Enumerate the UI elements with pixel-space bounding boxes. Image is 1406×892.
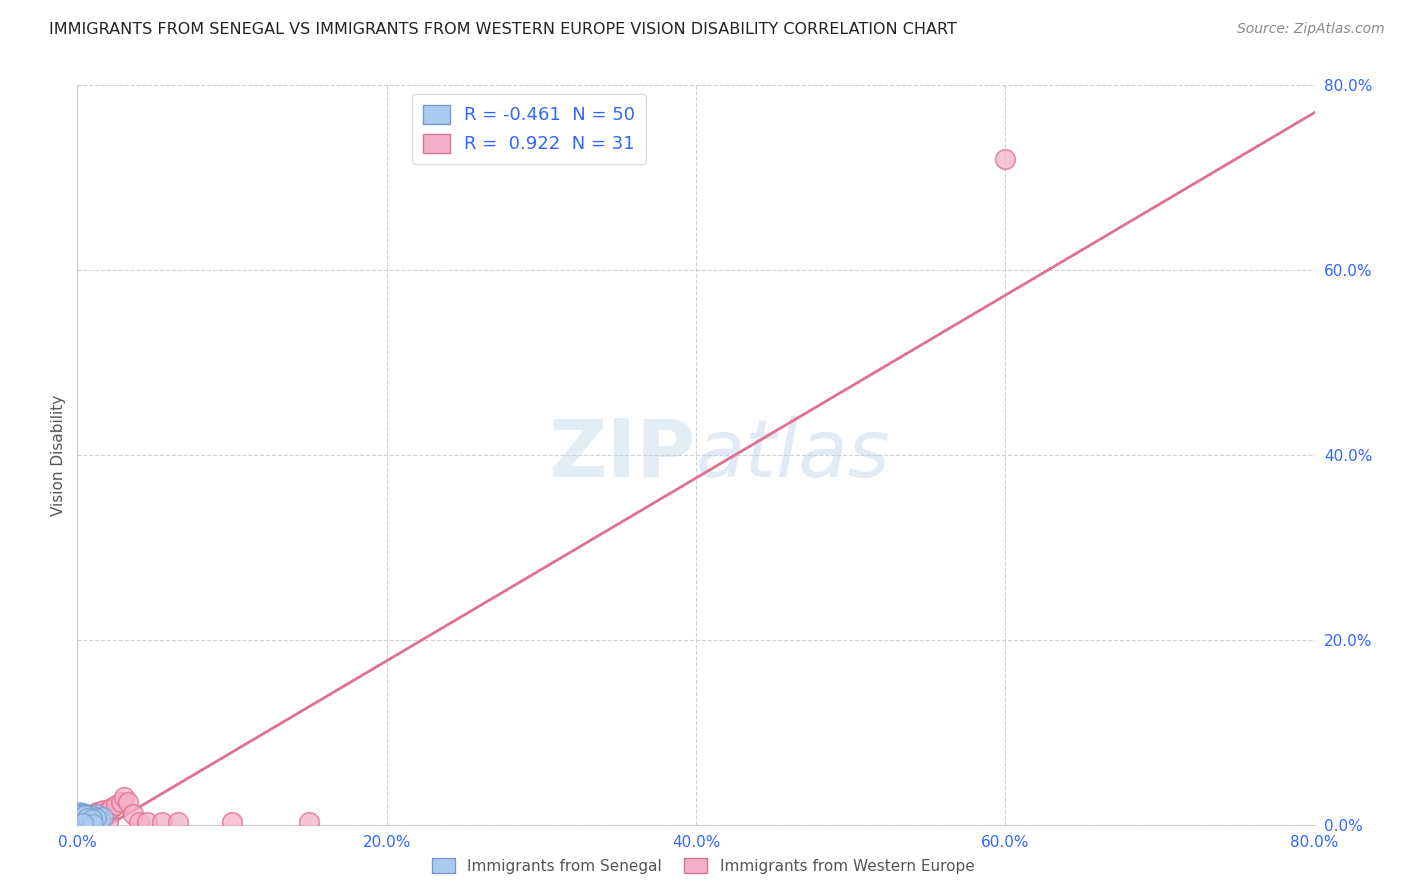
Point	[76, 814, 98, 829]
Point	[112, 790, 135, 805]
Point	[83, 807, 105, 822]
Point	[69, 808, 91, 822]
Point	[84, 806, 107, 821]
Point	[96, 805, 118, 819]
Point	[82, 814, 104, 828]
Point	[76, 812, 98, 826]
Point	[80, 809, 103, 823]
Point	[70, 816, 93, 830]
Point	[67, 816, 90, 830]
Point	[67, 806, 90, 821]
Legend: R = -0.461  N = 50, R =  0.922  N = 31: R = -0.461 N = 50, R = 0.922 N = 31	[412, 94, 645, 164]
Point	[152, 815, 174, 830]
Point	[69, 809, 91, 823]
Point	[73, 808, 96, 822]
Point	[86, 806, 108, 821]
Point	[136, 815, 159, 830]
Point	[82, 809, 104, 823]
Point	[94, 807, 117, 822]
Point	[70, 806, 93, 821]
Point	[67, 811, 90, 825]
Point	[128, 815, 150, 830]
Point	[91, 810, 114, 824]
Point	[67, 813, 90, 827]
Point	[67, 814, 90, 828]
Point	[98, 803, 121, 817]
Point	[67, 815, 90, 830]
Point	[87, 809, 110, 823]
Point	[75, 814, 96, 828]
Point	[75, 808, 97, 822]
Point	[75, 807, 97, 822]
Point	[122, 807, 145, 822]
Point	[72, 814, 94, 828]
Point	[70, 813, 93, 827]
Point	[82, 812, 104, 826]
Point	[67, 808, 90, 822]
Point	[67, 813, 90, 827]
Point	[76, 811, 98, 825]
Point	[67, 805, 90, 820]
Point	[75, 808, 97, 822]
Point	[91, 804, 114, 818]
Point	[79, 809, 101, 823]
Point	[80, 808, 103, 822]
Point	[221, 815, 243, 830]
Point	[90, 807, 111, 822]
Text: Source: ZipAtlas.com: Source: ZipAtlas.com	[1237, 22, 1385, 37]
Point	[67, 814, 90, 829]
Point	[67, 817, 90, 831]
Point	[77, 811, 100, 825]
Point	[105, 797, 127, 812]
Point	[69, 816, 91, 830]
Text: atlas: atlas	[696, 416, 891, 494]
Legend: Immigrants from Senegal, Immigrants from Western Europe: Immigrants from Senegal, Immigrants from…	[426, 852, 980, 880]
Point	[82, 817, 104, 831]
Text: IMMIGRANTS FROM SENEGAL VS IMMIGRANTS FROM WESTERN EUROPE VISION DISABILITY CORR: IMMIGRANTS FROM SENEGAL VS IMMIGRANTS FR…	[49, 22, 957, 37]
Point	[79, 812, 101, 826]
Point	[72, 805, 94, 820]
Point	[67, 808, 90, 822]
Y-axis label: Vision Disability: Vision Disability	[51, 394, 66, 516]
Point	[117, 795, 139, 809]
Point	[89, 814, 111, 828]
Point	[70, 806, 93, 821]
Point	[80, 808, 103, 822]
Point	[93, 803, 115, 817]
Point	[994, 152, 1017, 166]
Point	[70, 815, 93, 830]
Point	[86, 805, 108, 819]
Point	[67, 815, 90, 830]
Point	[69, 807, 91, 822]
Point	[97, 815, 120, 830]
Point	[100, 801, 122, 815]
Point	[70, 808, 93, 822]
Point	[167, 815, 190, 830]
Point	[84, 811, 107, 825]
Point	[72, 816, 94, 830]
Point	[67, 810, 90, 824]
Point	[298, 815, 321, 830]
Text: ZIP: ZIP	[548, 416, 696, 494]
Point	[80, 816, 103, 830]
Point	[67, 813, 90, 827]
Point	[72, 814, 94, 828]
Point	[67, 810, 90, 824]
Point	[69, 807, 91, 822]
Point	[69, 805, 91, 820]
Point	[110, 795, 132, 809]
Point	[69, 816, 91, 830]
Point	[83, 814, 105, 828]
